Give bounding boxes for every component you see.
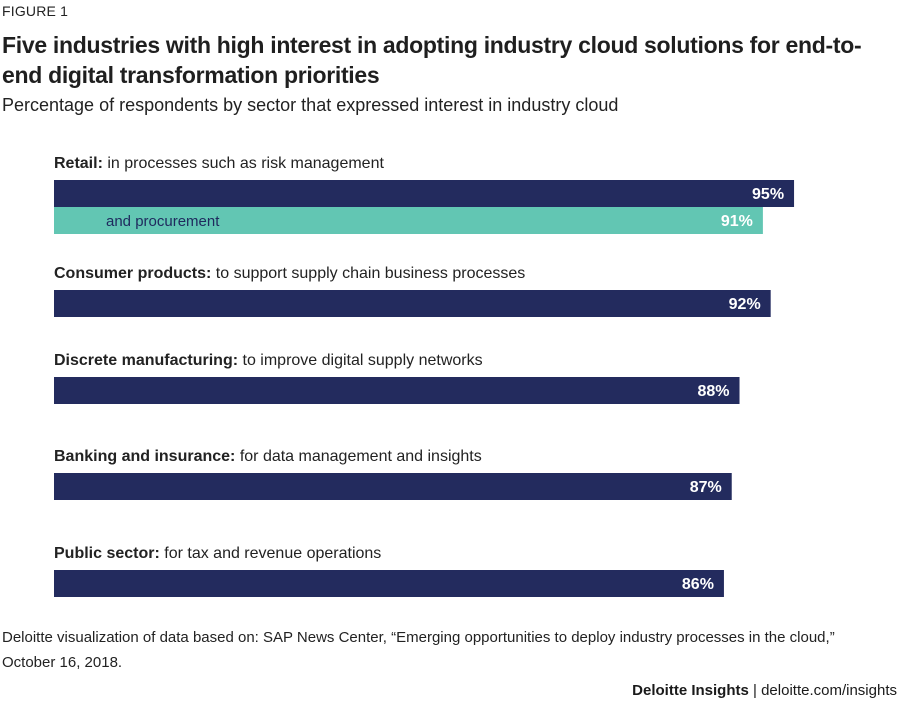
- footer: Deloitte Insights | deloitte.com/insight…: [632, 682, 897, 699]
- bar: [54, 473, 732, 500]
- category-label: Retail: in processes such as risk manage…: [54, 155, 384, 172]
- sector-description: to improve digital supply networks: [238, 352, 483, 369]
- category-label: Discrete manufacturing: to improve digit…: [54, 352, 483, 369]
- bar-inner-label: and procurement: [106, 213, 220, 230]
- figure-label: FIGURE 1: [2, 3, 69, 19]
- footer-separator: |: [753, 682, 757, 699]
- bar: [54, 290, 771, 317]
- chart-title: Five industries with high interest in ad…: [2, 32, 862, 88]
- source-note: Deloitte visualization of data based on:…: [2, 629, 835, 671]
- category-label: Banking and insurance: for data manageme…: [54, 448, 482, 465]
- category-label: Public sector: for tax and revenue opera…: [54, 545, 381, 562]
- value-label: 92%: [729, 296, 761, 313]
- chart-subtitle: Percentage of respondents by sector that…: [2, 95, 619, 115]
- sector-description: for data management and insights: [235, 448, 481, 465]
- sector-name: Consumer products:: [54, 265, 211, 282]
- value-label: 91%: [721, 213, 753, 230]
- sector-name: Discrete manufacturing:: [54, 352, 238, 369]
- bar-chart: Retail: in processes such as risk manage…: [54, 155, 795, 597]
- bar: [54, 180, 795, 207]
- bar: [54, 207, 763, 234]
- sector-name: Public sector:: [54, 545, 160, 562]
- value-label: 86%: [682, 576, 714, 593]
- footer-url[interactable]: deloitte.com/insights: [761, 682, 897, 699]
- sector-description: for tax and revenue operations: [160, 545, 381, 562]
- sector-name: Retail:: [54, 155, 103, 172]
- value-label: 87%: [690, 479, 722, 496]
- value-label: 95%: [752, 186, 784, 203]
- bar: [54, 570, 724, 597]
- footer-brand: Deloitte Insights: [632, 682, 749, 699]
- sector-description: to support supply chain business process…: [211, 265, 525, 282]
- sector-description: in processes such as risk management: [103, 155, 385, 172]
- value-label: 88%: [697, 383, 729, 400]
- category-label: Consumer products: to support supply cha…: [54, 265, 525, 282]
- bar: [54, 377, 740, 404]
- sector-name: Banking and insurance:: [54, 448, 235, 465]
